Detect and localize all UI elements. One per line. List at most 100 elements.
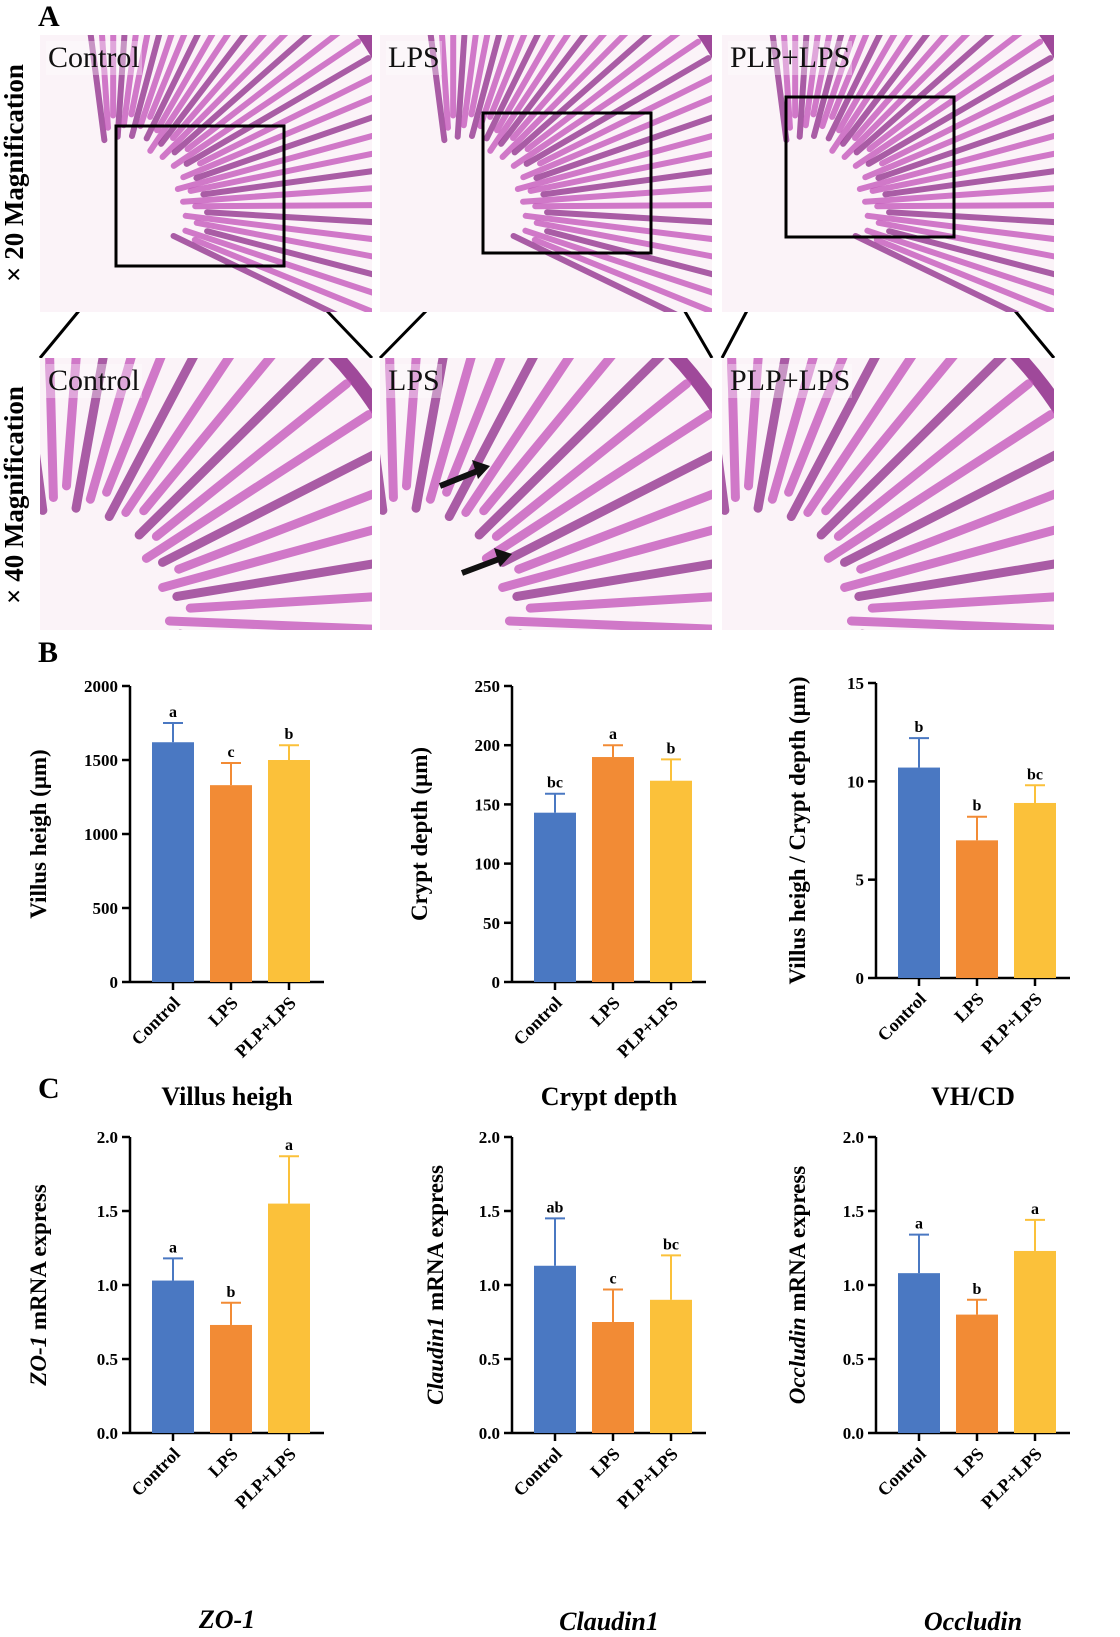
micrograph-label: LPS	[386, 41, 442, 75]
chart-title: Villus heigh	[161, 1082, 293, 1111]
panel-label-a: A	[38, 0, 60, 33]
tissue-graphic	[380, 358, 712, 630]
bar-lps	[210, 785, 252, 982]
y-tick-label: 1.5	[479, 1202, 500, 1221]
arrow-icon	[438, 467, 482, 489]
micrograph-label: PLP+LPS	[728, 41, 853, 75]
panel-label-b: B	[38, 636, 59, 669]
villus-mark	[504, 616, 712, 630]
villus-mark	[151, 379, 352, 541]
villus-mark	[532, 202, 712, 210]
villus-mark	[158, 525, 372, 592]
villus-mark	[874, 202, 1054, 210]
villus-mark	[40, 453, 48, 515]
villus-mark	[468, 35, 491, 118]
significance-letter: ab	[547, 1199, 564, 1216]
villus-mark	[427, 35, 448, 144]
significance-letter: b	[667, 740, 676, 757]
tissue-graphic	[769, 35, 1054, 312]
x-tick-label: Control	[873, 1444, 929, 1500]
villus-mark	[722, 453, 730, 515]
y-axis-label-rest: mRNA express	[785, 1166, 810, 1318]
bar-control	[898, 1273, 940, 1433]
x-tick-label: Control	[873, 989, 929, 1045]
villus-mark	[477, 35, 515, 130]
villus-mark	[401, 358, 421, 491]
x-tick-label: PLP+LPS	[977, 989, 1046, 1058]
y-tick-label: 0.5	[479, 1350, 500, 1369]
y-tick-label: 10	[847, 772, 864, 791]
villus-mark	[114, 35, 128, 140]
chart-title: ZO-1	[198, 1605, 255, 1634]
villus-mark	[85, 358, 136, 504]
y-axis-label-italic: Claudin1	[423, 1317, 448, 1405]
significance-letter: a	[169, 1239, 177, 1256]
y-axis-label-rest: mRNA express	[26, 1184, 51, 1336]
villus-mark	[147, 35, 188, 120]
villus-mark	[425, 358, 476, 504]
villus-mark	[134, 358, 325, 540]
y-axis-label: Crypt depth (μm)	[407, 747, 432, 921]
significance-letter: b	[285, 726, 294, 743]
villus-mark	[192, 202, 372, 210]
y-tick-label: 150	[475, 795, 501, 814]
villus-mark	[786, 358, 880, 522]
significance-letter: b	[227, 1284, 236, 1301]
y-tick-label: 2.0	[843, 1128, 864, 1147]
y-tick-label: 2.0	[479, 1128, 500, 1147]
villus-mark	[803, 358, 917, 517]
villus-mark	[743, 358, 763, 491]
villus-mark	[442, 358, 506, 497]
significance-letter: b	[915, 719, 924, 736]
y-axis-label: Villus heigh / Crypt depth (μm)	[785, 676, 810, 984]
y-tick-label: 1.0	[479, 1276, 500, 1295]
villus-mark	[867, 592, 1054, 613]
y-tick-label: 1.0	[843, 1276, 864, 1295]
villus-mark	[454, 35, 468, 140]
villus-mark	[753, 358, 790, 513]
x-tick-label: LPS	[950, 989, 987, 1026]
y-tick-label: 5	[856, 871, 865, 890]
villus-mark	[185, 592, 372, 613]
micrograph-label: Control	[46, 41, 142, 75]
micrograph-40x-plp-lps: PLP+LPS	[722, 358, 1054, 630]
chart-occludin: 0.0 0.5 1.0 1.5 2.0 Occludin mRNA express a Con…	[785, 1128, 1070, 1636]
villus-mark	[128, 35, 151, 118]
villus-mark	[784, 358, 848, 497]
bar-plp-lps	[650, 1299, 692, 1433]
x-tick-label: PLP+LPS	[231, 993, 300, 1062]
significance-letter: bc	[663, 1236, 679, 1253]
y-tick-label: 0	[856, 969, 865, 988]
tissue-graphic	[722, 358, 1054, 630]
villus-mark	[886, 228, 1054, 278]
villus-mark	[816, 358, 1007, 540]
y-tick-label: 1500	[84, 751, 118, 770]
arrow-head-icon	[494, 548, 512, 567]
bar-control	[898, 767, 940, 978]
villus-mark	[158, 35, 249, 147]
y-axis-label: Villus heigh (μm)	[26, 749, 51, 918]
chart-zo1: 0.0 0.5 1.0 1.5 2.0 ZO-1 mRNA express a Control…	[26, 1128, 324, 1634]
y-tick-label: 15	[847, 674, 864, 693]
villus-mark	[769, 35, 790, 144]
micrograph-20x-control: Control	[40, 35, 372, 312]
y-tick-label: 0	[110, 973, 119, 992]
micrograph-40x-lps: LPS	[380, 358, 712, 630]
villus-mark	[852, 232, 1020, 312]
villus-mark	[164, 616, 372, 630]
villus-mark	[444, 358, 538, 522]
panel-label-c: C	[38, 1072, 60, 1105]
villus-mark	[137, 35, 175, 130]
y-axis-label: Claudin1 mRNA express	[423, 1165, 448, 1405]
chart-villus: 0 500 1000 1500 2000 Villus heigh (μm) a Contro…	[26, 677, 324, 1111]
y-axis-label: ZO-1 mRNA express	[26, 1184, 51, 1387]
y-tick-label: 1.5	[97, 1202, 118, 1221]
y-axis-label-italic: ZO-1	[26, 1336, 51, 1387]
significance-letter: c	[227, 744, 234, 761]
x-tick-label: Control	[127, 993, 183, 1049]
arrow-head-icon	[472, 460, 490, 479]
bar-control	[534, 812, 576, 982]
y-tick-label: 1.0	[97, 1276, 118, 1295]
significance-letter: c	[609, 1270, 616, 1287]
